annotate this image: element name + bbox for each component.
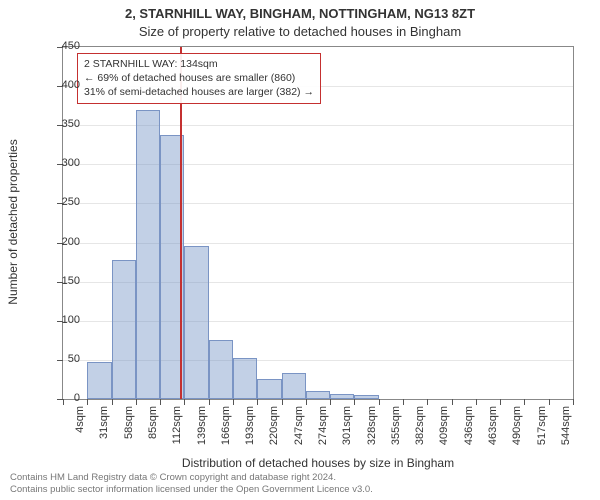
histogram-bar bbox=[184, 246, 208, 399]
x-tick bbox=[500, 399, 501, 405]
x-tick bbox=[257, 399, 258, 405]
x-tick bbox=[160, 399, 161, 405]
x-tick bbox=[379, 399, 380, 405]
footer-line-2: Contains public sector information licen… bbox=[10, 484, 590, 496]
x-tick bbox=[233, 399, 234, 405]
annotation-line: 31% of semi-detached houses are larger (… bbox=[84, 85, 314, 99]
plot-area: 2 STARNHILL WAY: 134sqm← 69% of detached… bbox=[62, 46, 574, 400]
y-tick-label: 100 bbox=[40, 314, 80, 326]
x-tick-label: 517sqm bbox=[536, 406, 548, 446]
x-tick-label: 409sqm bbox=[438, 406, 450, 446]
x-tick bbox=[452, 399, 453, 405]
y-tick-label: 50 bbox=[40, 353, 80, 365]
x-tick-label: 463sqm bbox=[487, 406, 499, 446]
histogram-bar bbox=[112, 260, 136, 399]
x-tick-label: 544sqm bbox=[560, 406, 572, 446]
histogram-bar bbox=[233, 358, 257, 399]
y-tick-label: 350 bbox=[40, 118, 80, 130]
x-tick bbox=[573, 399, 574, 405]
histogram-bar bbox=[282, 373, 306, 399]
y-tick-label: 0 bbox=[40, 392, 80, 404]
x-tick-label: 328sqm bbox=[366, 406, 378, 446]
histogram-bar bbox=[136, 110, 160, 399]
y-tick-label: 450 bbox=[40, 40, 80, 52]
x-tick-label: 220sqm bbox=[268, 406, 280, 446]
histogram-bar bbox=[87, 362, 111, 399]
x-tick bbox=[427, 399, 428, 405]
histogram-bar bbox=[257, 379, 281, 399]
x-tick-label: 139sqm bbox=[196, 406, 208, 446]
footer-line-1: Contains HM Land Registry data © Crown c… bbox=[10, 472, 590, 484]
x-tick bbox=[306, 399, 307, 405]
x-tick bbox=[403, 399, 404, 405]
y-axis-label: Number of detached properties bbox=[6, 139, 20, 304]
y-tick-label: 400 bbox=[40, 79, 80, 91]
x-tick bbox=[87, 399, 88, 405]
x-tick bbox=[112, 399, 113, 405]
chart-subtitle: Size of property relative to detached ho… bbox=[0, 24, 600, 39]
x-tick bbox=[209, 399, 210, 405]
histogram-bar bbox=[209, 340, 233, 399]
annotation-line: ← 69% of detached houses are smaller (86… bbox=[84, 71, 314, 85]
x-tick-label: 301sqm bbox=[341, 406, 353, 446]
attribution-footer: Contains HM Land Registry data © Crown c… bbox=[10, 472, 590, 496]
chart-title: 2, STARNHILL WAY, BINGHAM, NOTTINGHAM, N… bbox=[0, 6, 600, 21]
annotation-box: 2 STARNHILL WAY: 134sqm← 69% of detached… bbox=[77, 53, 321, 104]
y-tick-label: 250 bbox=[40, 196, 80, 208]
x-tick bbox=[354, 399, 355, 405]
x-tick-label: 166sqm bbox=[220, 406, 232, 446]
x-tick-label: 112sqm bbox=[171, 406, 183, 446]
x-tick-label: 31sqm bbox=[98, 406, 110, 446]
histogram-bar bbox=[306, 391, 330, 399]
x-tick bbox=[184, 399, 185, 405]
x-tick bbox=[549, 399, 550, 405]
x-tick-label: 274sqm bbox=[317, 406, 329, 446]
x-tick bbox=[282, 399, 283, 405]
x-tick bbox=[524, 399, 525, 405]
x-tick-label: 355sqm bbox=[390, 406, 402, 446]
x-tick-label: 58sqm bbox=[123, 406, 135, 446]
x-tick-label: 4sqm bbox=[74, 406, 86, 446]
x-tick-label: 382sqm bbox=[414, 406, 426, 446]
x-tick bbox=[136, 399, 137, 405]
x-tick-label: 490sqm bbox=[511, 406, 523, 446]
x-tick-label: 193sqm bbox=[244, 406, 256, 446]
x-axis-label: Distribution of detached houses by size … bbox=[62, 456, 574, 470]
y-tick-label: 300 bbox=[40, 157, 80, 169]
histogram-bar bbox=[330, 394, 354, 399]
x-tick-label: 247sqm bbox=[293, 406, 305, 446]
histogram-bar bbox=[354, 395, 378, 399]
annotation-line: 2 STARNHILL WAY: 134sqm bbox=[84, 57, 314, 71]
x-tick bbox=[330, 399, 331, 405]
y-tick-label: 200 bbox=[40, 236, 80, 248]
x-tick bbox=[476, 399, 477, 405]
y-tick-label: 150 bbox=[40, 275, 80, 287]
x-tick-label: 436sqm bbox=[463, 406, 475, 446]
x-tick-label: 85sqm bbox=[147, 406, 159, 446]
